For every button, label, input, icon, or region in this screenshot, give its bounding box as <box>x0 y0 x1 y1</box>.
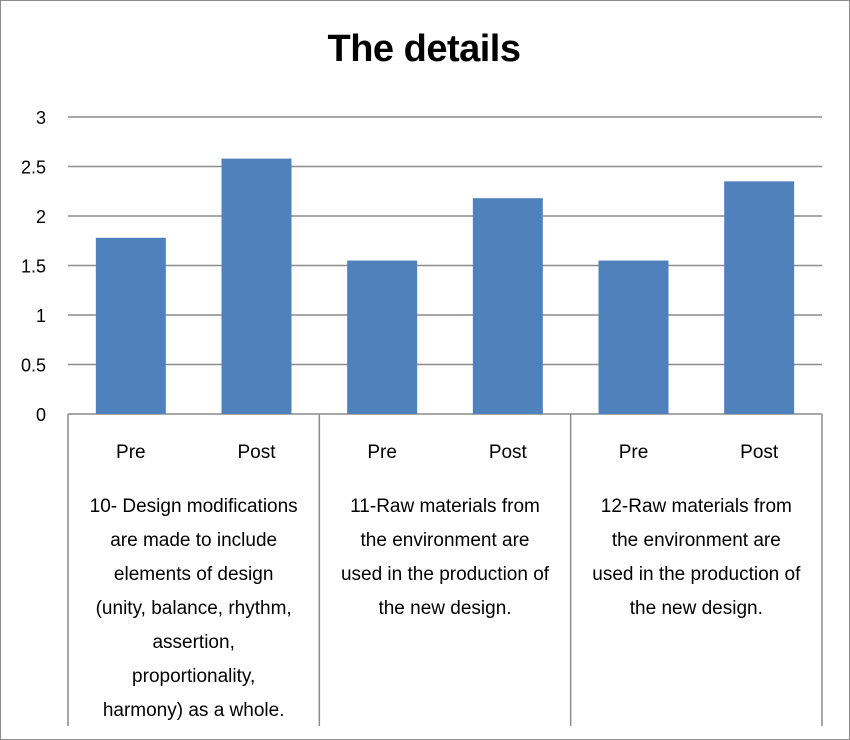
group-label-line: the new design. <box>629 598 763 619</box>
group-label-line: 10- Design modifications <box>89 496 298 517</box>
y-tick-label: 0 <box>36 405 46 425</box>
group-label-line: assertion, <box>152 632 235 653</box>
y-tick-label: 2 <box>36 207 46 227</box>
group-label-line: are made to include <box>110 530 278 551</box>
group-label: 10- Design modifications are made to incl… <box>69 490 319 728</box>
chart-title: The details <box>327 28 522 70</box>
bar <box>472 198 543 414</box>
bar <box>221 158 292 414</box>
group-label-line: 11-Raw materials from <box>350 496 540 517</box>
bar <box>347 260 418 414</box>
group-label-line: used in the production of <box>340 564 550 585</box>
x-category-label: Post <box>489 442 528 463</box>
bar <box>95 237 166 414</box>
x-category-label: Pre <box>116 442 146 463</box>
y-tick-label: 1.5 <box>21 257 46 277</box>
y-tick-label: 1 <box>36 306 46 326</box>
group-label-line: the environment are <box>360 530 530 551</box>
x-category-label: Pre <box>619 442 649 463</box>
group-label-line: used in the production of <box>592 564 801 585</box>
group-label-line: (unity, balance, rhythm, <box>95 598 292 619</box>
group-label-line: harmony) as a whole. <box>102 700 285 721</box>
y-tick-label: 2.5 <box>21 158 46 178</box>
bar <box>724 181 795 414</box>
group-label-line: 12-Raw materials from <box>600 496 792 517</box>
x-category-label: Post <box>740 442 779 463</box>
x-category-label: Post <box>237 442 276 463</box>
group-label-line: the environment are <box>611 530 781 551</box>
group-label-line: the new design. <box>378 598 512 619</box>
group-label-line: proportionality, <box>132 666 256 687</box>
y-tick-label: 0.5 <box>21 356 46 376</box>
x-category-label: Pre <box>367 442 397 463</box>
group-label: 11-Raw materials from the environment are… <box>320 490 570 626</box>
y-tick-label: 3 <box>36 108 46 128</box>
group-label: 12-Raw materials from the environment are… <box>571 490 821 626</box>
group-label-line: elements of design <box>113 564 274 585</box>
bar <box>598 260 669 414</box>
